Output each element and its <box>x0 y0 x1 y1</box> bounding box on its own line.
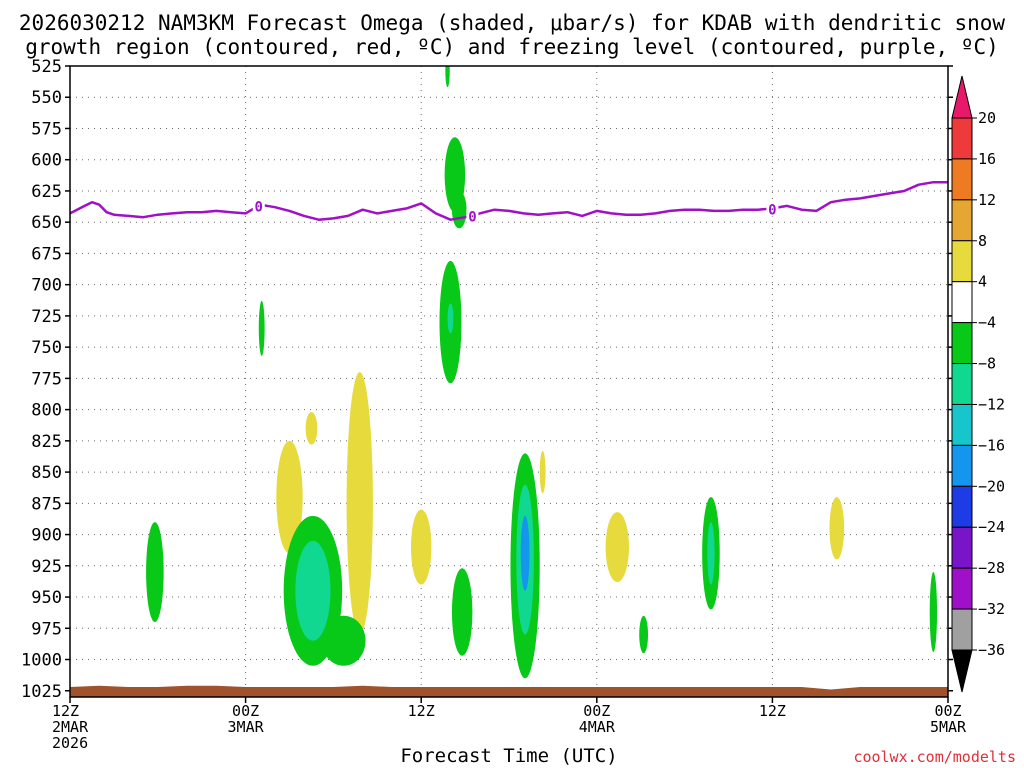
x-tick-label: 5MAR <box>930 718 967 736</box>
colorbar-swatch <box>951 608 973 651</box>
colorbar-tick-label: −4 <box>978 314 996 332</box>
omega-cell <box>605 512 629 583</box>
credit-text: coolwx.com/modelts <box>853 748 1016 766</box>
chart-title-line-2: growth region (contoured, red, ºC) and f… <box>25 35 999 59</box>
y-axis-ticks: 525 550 575 600 625 650 675 700 725 750 775 800 825 8… <box>21 57 953 702</box>
terrain-fill <box>70 685 948 697</box>
x-tick-label: 00Z <box>583 702 610 720</box>
colorbar-swatch <box>951 485 973 528</box>
colorbar-swatch <box>951 199 973 242</box>
x-tick-label: 4MAR <box>579 718 616 736</box>
omega-cell <box>410 509 432 585</box>
x-tick-label: 12Z <box>408 702 435 720</box>
colorbar-swatch <box>951 158 973 201</box>
grid <box>69 65 949 697</box>
colorbar-tick-label: 16 <box>978 150 996 168</box>
omega-cell <box>305 412 318 445</box>
omega-cell <box>829 497 845 560</box>
y-tick-label: 750 <box>31 338 62 358</box>
colorbar-swatch <box>951 363 973 405</box>
y-tick-label: 675 <box>31 244 62 264</box>
y-tick-label: 950 <box>31 588 62 608</box>
omega-cell <box>639 615 649 654</box>
colorbar-swatch <box>951 281 973 324</box>
omega-shading <box>146 66 938 679</box>
omega-cell <box>146 522 164 623</box>
colorbar-swatch <box>951 444 973 487</box>
x-tick-label: 00Z <box>232 702 259 720</box>
x-tick-label: 12Z <box>759 702 786 720</box>
colorbar-swatch <box>951 403 973 446</box>
y-tick-label: 725 <box>31 307 62 327</box>
omega-cell <box>295 540 331 641</box>
y-tick-label: 625 <box>31 182 62 202</box>
freezing-level-label: 0 <box>255 200 263 216</box>
y-tick-label: 600 <box>31 151 62 171</box>
x-tick-label: 2MAR <box>52 718 89 736</box>
y-tick-label: 825 <box>31 432 62 452</box>
omega-cell <box>451 190 467 229</box>
y-tick-label: 925 <box>31 557 62 577</box>
colorbar-tick-label: 4 <box>978 273 987 291</box>
omega-cell <box>346 372 373 635</box>
omega-cell <box>258 300 265 356</box>
x-tick-label: 2026 <box>52 734 88 752</box>
plot-border <box>69 65 949 698</box>
omega-cell <box>929 572 938 653</box>
y-tick-label: 850 <box>31 463 62 483</box>
colorbar-tick-label: 8 <box>978 232 987 250</box>
chart-title-line-1: 2026030212 NAM3KM Forecast Omega (shaded… <box>19 11 1006 35</box>
colorbar-swatch <box>951 322 973 365</box>
omega-cell <box>451 568 473 656</box>
y-tick-label: 1025 <box>21 682 62 702</box>
x-tick-label: 3MAR <box>228 718 265 736</box>
omega-cell <box>707 522 715 585</box>
omega-cell <box>447 303 454 334</box>
plot-frame <box>69 65 949 698</box>
colorbar-swatch <box>951 240 973 283</box>
y-tick-label: 775 <box>31 369 62 389</box>
colorbar-tick-label: −24 <box>978 518 1005 536</box>
omega-cell <box>539 450 546 494</box>
colorbar-bottom-arrow <box>951 649 973 693</box>
y-tick-label: 650 <box>31 213 62 233</box>
freezing-level-line <box>70 180 948 221</box>
y-tick-label: 1000 <box>21 651 62 671</box>
colorbar-tick-label: −16 <box>978 436 1005 454</box>
freezing-level-label: 0 <box>768 202 776 218</box>
colorbar-tick-label: −20 <box>978 477 1005 495</box>
omega-cell <box>520 515 530 591</box>
y-tick-label: 525 <box>31 57 62 77</box>
colorbar-swatch <box>951 526 973 569</box>
freezing-level-label: 0 <box>468 209 476 225</box>
x-axis-label: Forecast Time (UTC) <box>400 745 617 767</box>
freezing-level-contour: 0 0 0 <box>70 180 948 225</box>
x-tick-label: 00Z <box>934 702 961 720</box>
terrain <box>70 685 948 697</box>
colorbar: 20 16 12 8 4 −4 −8 −12 −16 −20 −24 −28 −32 −36 <box>951 75 1005 693</box>
colorbar-top-arrow <box>951 75 973 119</box>
colorbar-tick-label: −36 <box>978 641 1005 659</box>
colorbar-tick-label: 20 <box>978 109 996 127</box>
omega-cell <box>445 66 450 88</box>
y-tick-label: 975 <box>31 619 62 639</box>
x-tick-label: 12Z <box>52 702 79 720</box>
colorbar-tick-label: 12 <box>978 191 996 209</box>
y-tick-label: 575 <box>31 119 62 139</box>
y-tick-label: 700 <box>31 276 62 296</box>
colorbar-swatch <box>951 117 973 160</box>
colorbar-swatch <box>951 567 973 610</box>
omega-cell <box>321 615 366 666</box>
colorbar-tick-label: −8 <box>978 355 996 373</box>
y-tick-label: 550 <box>31 88 62 108</box>
colorbar-tick-label: −28 <box>978 559 1005 577</box>
y-tick-label: 800 <box>31 401 62 421</box>
omega-cell <box>276 440 303 554</box>
y-tick-label: 900 <box>31 526 62 546</box>
y-tick-label: 875 <box>31 494 62 514</box>
colorbar-tick-label: −32 <box>978 600 1005 618</box>
colorbar-tick-label: −12 <box>978 395 1005 413</box>
